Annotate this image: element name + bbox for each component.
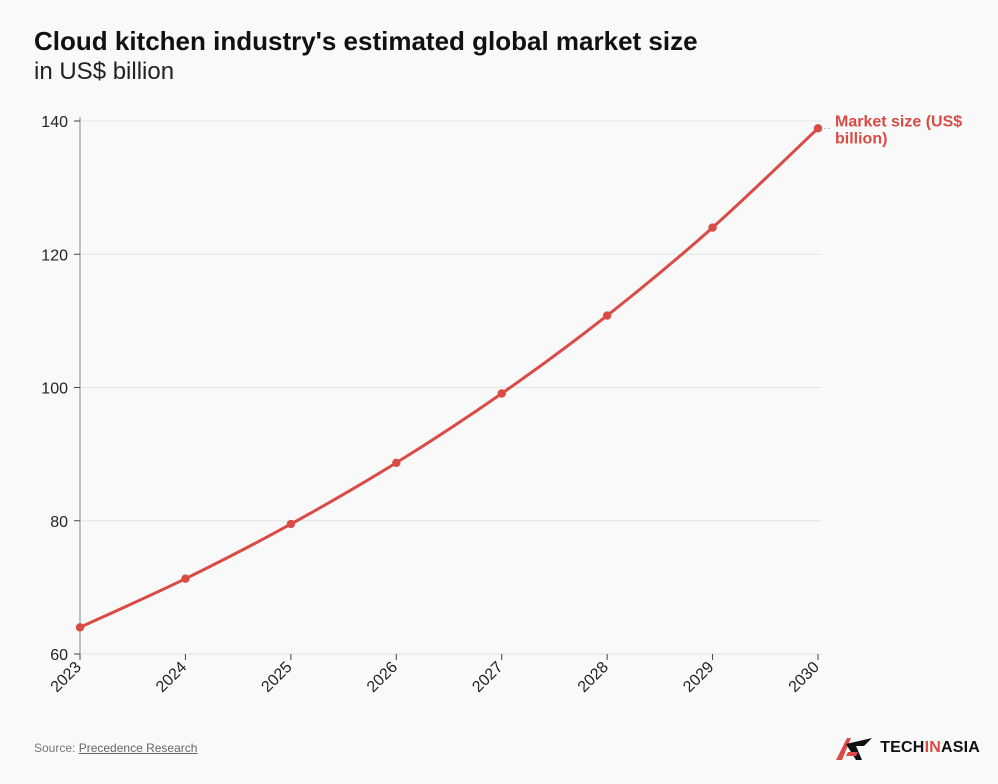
source-link[interactable]: Precedence Research xyxy=(78,741,198,755)
data-point xyxy=(286,519,296,529)
y-tick-label: 140 xyxy=(41,114,68,131)
x-axis-ticks: 2023 2024 2025 2026 2027 2028 2029 2030 xyxy=(48,654,823,696)
gridlines xyxy=(79,117,822,655)
data-point xyxy=(497,389,506,398)
brand-text-in: IN xyxy=(924,739,941,756)
series-line xyxy=(78,126,820,629)
series-group: Market size (US$ billion) xyxy=(75,113,962,632)
y-tick-label: 100 xyxy=(41,381,68,398)
data-point xyxy=(181,574,190,583)
x-tick-label: 2023 xyxy=(48,659,85,696)
y-axis-ticks: 60 80 100 120 140 xyxy=(41,114,80,664)
x-tick-label: 2024 xyxy=(153,659,190,696)
chart-subtitle: in US$ billion xyxy=(34,58,175,85)
brand-logo-text: TECHINASIA xyxy=(880,739,980,757)
source-prefix: Source: xyxy=(34,741,79,755)
brand-logo-icon xyxy=(836,738,873,760)
source-note: Source: Precedence Research xyxy=(34,741,197,755)
chart-title: Cloud kitchen industry's estimated globa… xyxy=(34,26,698,56)
brand-logo: TECHINASIA xyxy=(834,734,980,762)
brand-text-tech: TECH xyxy=(880,739,925,756)
data-point xyxy=(813,124,823,133)
x-tick-label: 2028 xyxy=(575,659,612,696)
x-tick-label: 2025 xyxy=(258,659,295,696)
y-tick-label: 120 xyxy=(41,247,68,264)
y-tick-label: 60 xyxy=(50,647,68,664)
x-tick-label: 2030 xyxy=(786,659,823,696)
data-point xyxy=(602,311,612,320)
data-point xyxy=(392,458,401,467)
x-tick-label: 2026 xyxy=(364,659,401,696)
x-tick-label: 2027 xyxy=(469,659,506,696)
series-label: Market size (US$ billion) xyxy=(835,113,962,147)
x-tick-label: 2029 xyxy=(680,659,717,696)
data-point xyxy=(708,223,717,232)
data-point xyxy=(75,623,85,632)
y-tick-label: 80 xyxy=(50,514,68,531)
brand-text-asia: ASIA xyxy=(940,739,980,756)
